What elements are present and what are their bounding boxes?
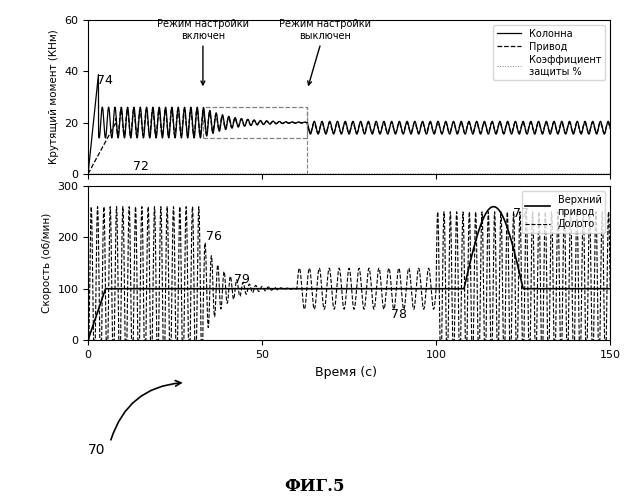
Text: 76: 76 bbox=[206, 230, 222, 243]
Text: Режим настройки
включен: Режим настройки включен bbox=[157, 19, 249, 85]
Коэффициент
защиты % bbox=[318, 171, 326, 177]
Коэффициент
защиты % bbox=[211, 171, 218, 177]
Привод bbox=[123, 106, 131, 112]
Коэффициент
защиты % bbox=[84, 171, 92, 177]
Коэффициент
защиты % bbox=[208, 171, 216, 177]
Верхний
привод bbox=[602, 286, 610, 292]
Долото bbox=[602, 337, 610, 343]
Долото bbox=[281, 286, 289, 292]
Привод bbox=[208, 128, 216, 134]
Line: Привод: Привод bbox=[88, 110, 610, 174]
Y-axis label: Крутящий момент (КНм): Крутящий момент (КНм) bbox=[48, 30, 58, 164]
Bar bbox=[203, 107, 308, 138]
Line: Верхний
привод: Верхний привод bbox=[88, 206, 610, 340]
Привод bbox=[211, 115, 219, 121]
Долото bbox=[208, 262, 216, 268]
Долото bbox=[606, 286, 614, 292]
Text: Время (с): Время (с) bbox=[315, 366, 377, 379]
Колонна bbox=[602, 126, 610, 132]
Y-axis label: Скорость (об/мин): Скорость (об/мин) bbox=[42, 213, 52, 313]
Text: 77: 77 bbox=[513, 207, 529, 220]
Долото bbox=[84, 337, 92, 343]
Привод bbox=[318, 120, 326, 126]
Legend: Колонна, Привод, Коэффициент
защиты %: Колонна, Привод, Коэффициент защиты % bbox=[493, 25, 605, 80]
Долото bbox=[206, 304, 213, 310]
Text: 79: 79 bbox=[234, 272, 250, 285]
Привод bbox=[281, 119, 289, 125]
Долото bbox=[318, 290, 326, 296]
Text: Режим настройки
выключен: Режим настройки выключен bbox=[279, 19, 370, 85]
Верхний
привод bbox=[490, 204, 498, 210]
Верхний
привод bbox=[84, 337, 92, 343]
Text: 78: 78 bbox=[391, 308, 407, 321]
Привод bbox=[602, 124, 610, 130]
Колонна bbox=[281, 119, 289, 125]
Верхний
привод bbox=[208, 286, 216, 292]
Колонна bbox=[84, 171, 92, 177]
Line: Колонна: Колонна bbox=[88, 74, 610, 174]
Text: 74: 74 bbox=[97, 74, 113, 87]
Верхний
привод bbox=[318, 286, 326, 292]
Верхний
привод bbox=[606, 286, 614, 292]
Коэффициент
защиты % bbox=[281, 171, 289, 177]
Верхний
привод bbox=[211, 286, 218, 292]
Привод bbox=[206, 110, 213, 116]
Колонна bbox=[208, 126, 216, 132]
Колонна bbox=[206, 108, 213, 114]
Legend: Верхний
привод, Долото: Верхний привод, Долото bbox=[521, 191, 605, 234]
Колонна bbox=[318, 118, 326, 124]
Верхний
привод bbox=[281, 286, 289, 292]
Коэффициент
защиты % bbox=[606, 171, 614, 177]
Коэффициент
защиты % bbox=[206, 171, 213, 177]
Text: 72: 72 bbox=[133, 160, 149, 173]
Line: Долото: Долото bbox=[88, 206, 610, 340]
Долото bbox=[164, 204, 171, 210]
Долото bbox=[211, 312, 219, 318]
Text: 70: 70 bbox=[88, 443, 106, 457]
Колонна bbox=[94, 72, 102, 78]
Верхний
привод bbox=[206, 286, 213, 292]
Колонна bbox=[606, 124, 614, 130]
Привод bbox=[84, 171, 92, 177]
Коэффициент
защиты % bbox=[602, 171, 610, 177]
Колонна bbox=[211, 117, 219, 123]
Text: ФИГ.5: ФИГ.5 bbox=[284, 478, 345, 495]
Привод bbox=[606, 126, 614, 132]
